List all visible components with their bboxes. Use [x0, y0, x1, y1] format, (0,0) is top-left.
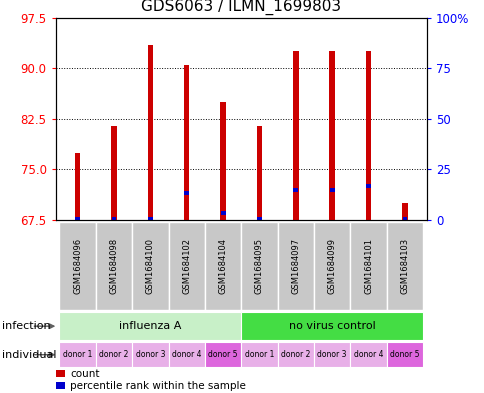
Text: GSM1684099: GSM1684099: [327, 238, 336, 294]
Text: GSM1684104: GSM1684104: [218, 238, 227, 294]
Bar: [329, 188, 334, 192]
Text: individual: individual: [2, 350, 57, 360]
Bar: [256, 126, 262, 220]
Bar: [402, 217, 407, 221]
Bar: [314, 342, 349, 367]
Text: donor 3: donor 3: [136, 350, 165, 359]
Text: donor 5: donor 5: [390, 350, 419, 359]
Text: GSM1684101: GSM1684101: [363, 238, 372, 294]
Bar: [386, 342, 422, 367]
Bar: [111, 126, 117, 220]
Bar: [293, 188, 298, 192]
Bar: [241, 312, 422, 340]
Text: donor 5: donor 5: [208, 350, 237, 359]
Text: no virus control: no virus control: [288, 321, 375, 331]
Text: influenza A: influenza A: [119, 321, 181, 331]
Bar: [292, 51, 298, 220]
Bar: [329, 51, 334, 220]
Bar: [59, 312, 241, 340]
Bar: [183, 65, 189, 220]
Bar: [168, 342, 204, 367]
Bar: [95, 342, 132, 367]
Text: count: count: [70, 369, 100, 379]
Text: donor 1: donor 1: [63, 350, 92, 359]
Bar: [277, 222, 314, 310]
Bar: [147, 45, 153, 220]
Text: donor 3: donor 3: [317, 350, 346, 359]
Bar: [314, 222, 349, 310]
Text: donor 1: donor 1: [244, 350, 273, 359]
Bar: [257, 217, 261, 221]
Bar: [75, 217, 80, 221]
Bar: [132, 342, 168, 367]
Bar: [277, 342, 314, 367]
Text: GSM1684096: GSM1684096: [73, 238, 82, 294]
Bar: [401, 203, 407, 220]
Text: percentile rank within the sample: percentile rank within the sample: [70, 380, 246, 391]
Bar: [59, 222, 95, 310]
Bar: [148, 217, 152, 221]
Bar: [365, 51, 371, 220]
Bar: [75, 152, 80, 220]
Bar: [204, 342, 241, 367]
Bar: [386, 222, 422, 310]
Bar: [95, 222, 132, 310]
Text: GSM1684103: GSM1684103: [400, 238, 408, 294]
Text: infection: infection: [2, 321, 51, 331]
Bar: [220, 211, 225, 215]
Text: GSM1684097: GSM1684097: [291, 238, 300, 294]
Bar: [132, 222, 168, 310]
Text: donor 4: donor 4: [172, 350, 201, 359]
Bar: [365, 184, 370, 188]
Text: donor 4: donor 4: [353, 350, 382, 359]
Bar: [111, 217, 116, 221]
Bar: [241, 342, 277, 367]
Text: GSM1684095: GSM1684095: [255, 238, 263, 294]
Bar: [59, 342, 95, 367]
Text: donor 2: donor 2: [281, 350, 310, 359]
Bar: [349, 342, 386, 367]
Title: GDS6063 / ILMN_1699803: GDS6063 / ILMN_1699803: [141, 0, 341, 15]
Text: GSM1684102: GSM1684102: [182, 238, 191, 294]
Bar: [241, 222, 277, 310]
Text: GSM1684098: GSM1684098: [109, 238, 118, 294]
Bar: [349, 222, 386, 310]
Bar: [184, 191, 189, 195]
Bar: [220, 102, 226, 220]
Text: GSM1684100: GSM1684100: [146, 238, 154, 294]
Bar: [204, 222, 241, 310]
Text: donor 2: donor 2: [99, 350, 128, 359]
Bar: [168, 222, 204, 310]
